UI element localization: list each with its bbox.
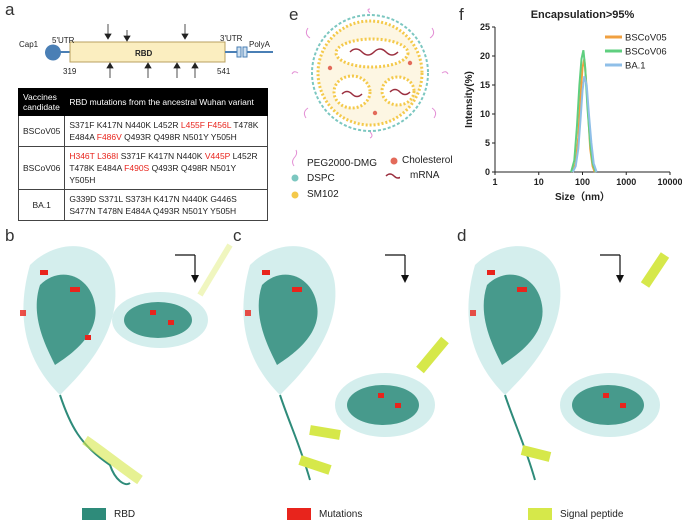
new-mutation-text: F490S: [124, 163, 150, 173]
new-mutation-text: V445P: [204, 151, 231, 161]
table-row: BSCoV05 S371F K417N N440K L452R L455F F45…: [17, 115, 268, 147]
legend-rbd: RBD: [82, 508, 135, 520]
vaccine-name: BSCoV05: [17, 115, 66, 147]
panel-label-d: d: [457, 226, 467, 245]
mutation-list: S371F K417N N440K L452R L455F F456L T478…: [64, 115, 268, 147]
cap-label: Cap1: [19, 40, 39, 49]
dspc-icon: [291, 174, 299, 182]
mrna-strand: [349, 48, 399, 56]
y-tick-label: 5: [485, 138, 490, 148]
rbd-start-label: 319: [63, 67, 77, 76]
mutation-text: Q493R Q498R N501Y Y505H: [121, 132, 237, 142]
mutation-table: Vaccines candidate RBD mutations from th…: [17, 88, 268, 221]
utr5-label: 5'UTR: [52, 36, 75, 45]
panel-label-b: b: [5, 226, 15, 245]
legend-mutations-label: Mutations: [319, 508, 363, 520]
y-axis-label: Intensity(%): [464, 71, 475, 128]
x-axis-label: Size（nm）: [555, 190, 610, 203]
panel-label-a: a: [5, 0, 15, 19]
cholesterol-dots: [327, 60, 413, 116]
legend-signal: Signal peptide: [528, 508, 623, 520]
mutation-text: G339D S371L S373H K417N N440K G446S S477…: [69, 194, 237, 216]
legend-cholesterol: Cholesterol: [402, 155, 453, 166]
mutation-text: Q493R Q498R N501Y Y505H: [69, 163, 237, 185]
peg-chains: [291, 8, 449, 139]
panel-label-c: c: [233, 226, 242, 245]
mutation-text: S371F K417N N440K L452R: [69, 120, 181, 130]
x-tick-label: 10000: [657, 177, 682, 187]
mutation-arrows: [104, 24, 199, 78]
new-mutation-text: F486V: [96, 132, 122, 142]
structure-c: [243, 246, 449, 481]
new-mutation-text: H346T L368I: [69, 151, 119, 161]
y-tick-label: 20: [480, 51, 490, 61]
legend-mutations: Mutations: [287, 508, 362, 520]
table-row: BA.1 G339D S371L S373H K417N N440K G446S …: [17, 189, 268, 221]
protein-structures: [20, 243, 670, 485]
rbd-swatch: [82, 508, 106, 520]
peg-icon: [292, 149, 298, 167]
vaccine-name: BA.1: [17, 189, 66, 221]
mutations-swatch: [287, 508, 311, 520]
structure-b: [20, 243, 233, 485]
utr3-label: 3'UTR: [220, 34, 243, 43]
signal-swatch: [528, 508, 552, 520]
legend-sm102: SM102: [307, 189, 339, 200]
chart-title: Encapsulation>95%: [531, 9, 635, 21]
x-tick-label: 1: [492, 177, 497, 187]
table-row: BSCoV06 H346T L368I S371F K417N N440K V44…: [17, 146, 268, 190]
gene-schematic: Cap1 5'UTR RBD 3'UTR PolyA 319 541: [19, 24, 273, 78]
table-header-candidate: Vaccines candidate: [17, 88, 66, 116]
y-tick-label: 15: [480, 80, 490, 90]
legend-label-BSCoV05: BSCoV05: [625, 33, 667, 44]
rbd-label: RBD: [135, 49, 153, 58]
vaccine-name: BSCoV06: [17, 146, 66, 190]
polya-label: PolyA: [249, 40, 271, 49]
legend-signal-label: Signal peptide: [560, 508, 624, 520]
x-tick-label: 10: [534, 177, 544, 187]
legend-label-BA.1: BA.1: [625, 61, 646, 72]
mutation-list: H346T L368I S371F K417N N440K V445P L452…: [64, 146, 268, 190]
mutation-text: L452R T478K E484A: [69, 151, 258, 173]
legend-rbd-label: RBD: [114, 508, 136, 520]
rbd-end-label: 541: [217, 67, 231, 76]
mutation-list: G339D S371L S373H K417N N440K G446S S477…: [64, 189, 268, 221]
mrna-icon: [385, 173, 400, 179]
mutation-text: T478K E484A: [69, 120, 259, 142]
size-distribution-chart: Encapsulation>95% 0 5 10 15 20 25 1 10 100 1000 100…: [464, 9, 682, 203]
series-line-BSCoV06: [570, 49, 597, 173]
structure-d: [468, 246, 670, 481]
sm102-icon: [291, 191, 299, 199]
table-header-mutations: RBD mutations from the ancestral Wuhan v…: [64, 88, 268, 116]
legend-dspc: DSPC: [307, 173, 335, 184]
y-tick-label: 25: [480, 22, 490, 32]
x-tick-label: 100: [575, 177, 590, 187]
y-tick-label: 10: [480, 109, 490, 119]
lnp-diagram: [291, 8, 449, 139]
series-line-BA.1: [571, 76, 598, 173]
legend-label-BSCoV06: BSCoV06: [625, 47, 667, 58]
panel-label-f: f: [459, 5, 464, 24]
x-tick-label: 1000: [616, 177, 636, 187]
new-mutation-text: L455F F456L: [180, 120, 232, 130]
panel-label-e: e: [289, 5, 299, 24]
legend-mrna: mRNA: [410, 170, 440, 181]
y-tick-label: 0: [485, 167, 490, 177]
mutation-text: S371F K417N N440K: [118, 151, 205, 161]
legend-peg: PEG2000-DMG: [307, 158, 378, 169]
lnp-legend-icons: [291, 149, 400, 199]
cholesterol-icon: [390, 157, 398, 165]
